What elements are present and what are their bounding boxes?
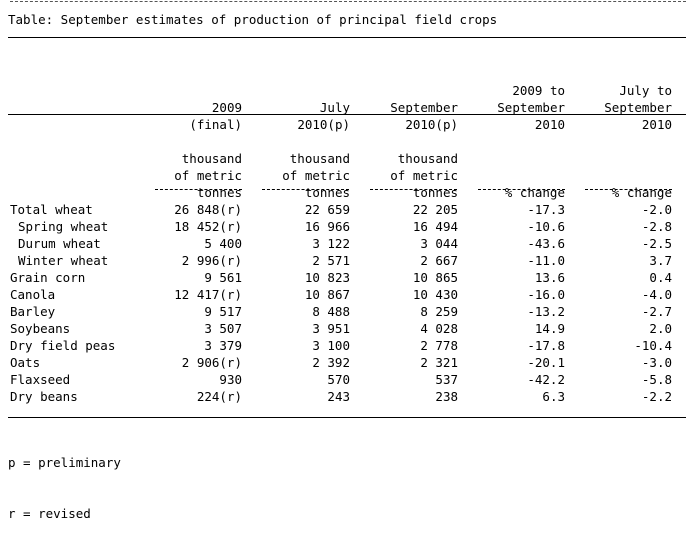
row-value: 0.4 (649, 270, 672, 285)
row-value: 16 966 (304, 219, 350, 234)
row-label: Barley (10, 304, 56, 319)
row-value: 3 122 (312, 236, 350, 251)
row-value: 570 (327, 372, 350, 387)
col-4-dashes (478, 189, 565, 190)
unit-col-5: % change (611, 185, 672, 200)
col-2-dashes (262, 189, 349, 190)
row-value: -3.0 (641, 355, 672, 370)
row-value: 4 028 (420, 321, 458, 336)
row-value: -10.6 (527, 219, 565, 234)
row-value: 2 906(r) (181, 355, 242, 370)
row-label: Spring wheat (18, 219, 109, 234)
row-value: 3 951 (312, 321, 350, 336)
row-value: 14.9 (534, 321, 565, 336)
row-value: 22 659 (304, 202, 350, 217)
row-value: 2 996(r) (181, 253, 242, 268)
col-header-2009-to-sept-2010: 2009 to September 2010 (497, 83, 565, 132)
row-value: -17.8 (527, 338, 565, 353)
row-value: 8 259 (420, 304, 458, 319)
row-value: -10.4 (634, 338, 672, 353)
row-value: -2.7 (641, 304, 672, 319)
row-label: Soybeans (10, 321, 71, 336)
row-value: 2 778 (420, 338, 458, 353)
row-value: -5.8 (641, 372, 672, 387)
row-label: Canola (10, 287, 56, 302)
row-value: 8 488 (312, 304, 350, 319)
row-value: 2 571 (312, 253, 350, 268)
row-label: Oats (10, 355, 41, 370)
footnotes: p = preliminary r = revised (8, 420, 121, 539)
row-value: -16.0 (527, 287, 565, 302)
row-value: -20.1 (527, 355, 565, 370)
row-label: Durum wheat (18, 236, 101, 251)
footer-rule (8, 417, 686, 418)
row-value: 2 321 (420, 355, 458, 370)
row-value: -2.8 (641, 219, 672, 234)
col-header-july-2010: July 2010(p) (297, 100, 350, 132)
row-value: 13.6 (534, 270, 565, 285)
table-title: Table: September estimates of production… (8, 12, 498, 27)
row-value: 9 561 (204, 270, 242, 285)
row-value: 537 (435, 372, 458, 387)
row-value: -42.2 (527, 372, 565, 387)
row-value: 10 865 (412, 270, 458, 285)
row-value: 5 400 (204, 236, 242, 251)
row-value: 2.0 (649, 321, 672, 336)
row-value: 9 517 (204, 304, 242, 319)
row-value: -43.6 (527, 236, 565, 251)
row-value: -2.0 (641, 202, 672, 217)
row-label: Grain corn (10, 270, 86, 285)
unit-col-2: thousand of metric tonnes (282, 151, 350, 200)
row-label: Winter wheat (18, 253, 109, 268)
row-value: 2 667 (420, 253, 458, 268)
top-dashed-rule (10, 1, 686, 2)
row-value: 6.3 (542, 389, 565, 404)
row-value: -17.3 (527, 202, 565, 217)
title-rule (8, 37, 686, 38)
row-label: Dry field peas (10, 338, 116, 353)
row-value: 10 823 (304, 270, 350, 285)
row-value: 930 (219, 372, 242, 387)
row-value: -13.2 (527, 304, 565, 319)
row-value: -2.2 (641, 389, 672, 404)
row-value: 224(r) (196, 389, 242, 404)
row-value: 16 494 (412, 219, 458, 234)
row-value: 18 452(r) (174, 219, 242, 234)
row-value: 238 (435, 389, 458, 404)
col-5-dashes (585, 189, 672, 190)
unit-col-3: thousand of metric tonnes (390, 151, 458, 200)
row-label: Dry beans (10, 389, 78, 404)
unit-col-1: thousand of metric tonnes (174, 151, 242, 200)
col-1-dashes (155, 189, 242, 190)
row-label: Flaxseed (10, 372, 71, 387)
row-value: 3.7 (649, 253, 672, 268)
col-header-july-to-sept-2010: July to September 2010 (604, 83, 672, 132)
row-value: 2 392 (312, 355, 350, 370)
row-value: 10 430 (412, 287, 458, 302)
row-value: -2.5 (641, 236, 672, 251)
unit-col-4: % change (504, 185, 565, 200)
row-value: -4.0 (641, 287, 672, 302)
row-value: 10 867 (304, 287, 350, 302)
col-header-september-2010: September 2010(p) (390, 100, 458, 132)
row-value: 3 379 (204, 338, 242, 353)
row-value: -11.0 (527, 253, 565, 268)
row-value: 3 044 (420, 236, 458, 251)
row-value: 26 848(r) (174, 202, 242, 217)
row-label: Total wheat (10, 202, 93, 217)
header-rule (8, 114, 686, 115)
row-value: 3 100 (312, 338, 350, 353)
row-value: 3 507 (204, 321, 242, 336)
col-header-2009-final: 2009 (final) (189, 100, 242, 132)
row-value: 243 (327, 389, 350, 404)
col-3-dashes (370, 189, 457, 190)
footnote-revised: r = revised (8, 506, 91, 521)
row-value: 22 205 (412, 202, 458, 217)
row-value: 12 417(r) (174, 287, 242, 302)
